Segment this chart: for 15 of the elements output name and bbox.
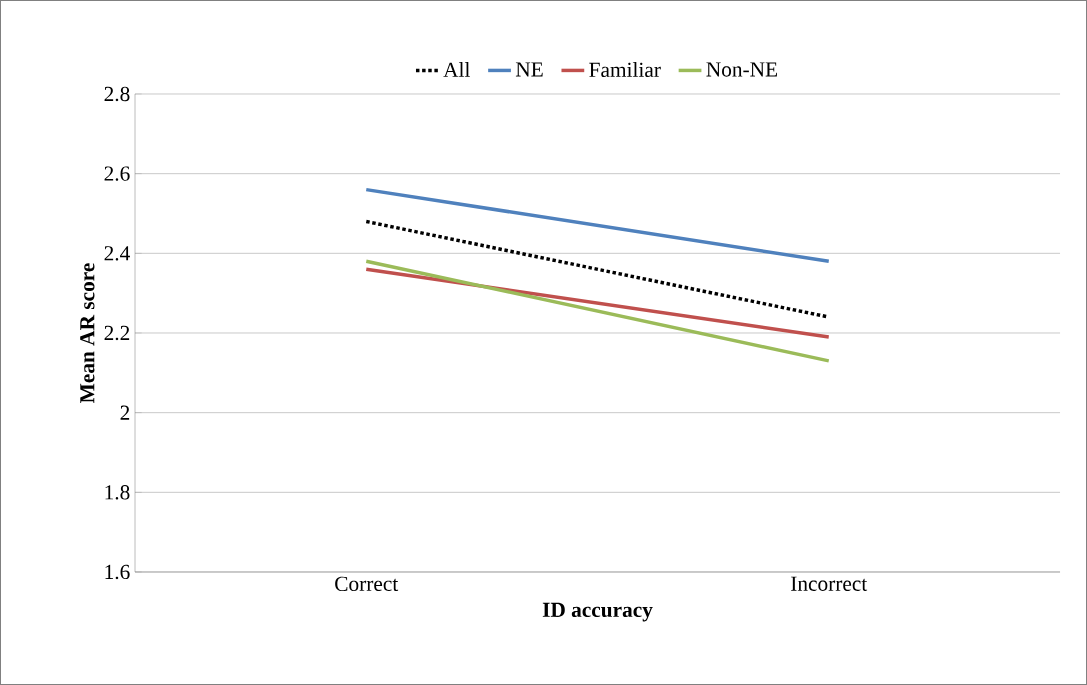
y-axis-title: Mean AR score <box>80 263 95 403</box>
x-tick-label: Incorrect <box>791 576 868 591</box>
legend-label: Non-NE <box>706 62 778 77</box>
x-tick-label: Correct <box>335 576 399 592</box>
y-tick-label: 2.8 <box>104 86 130 102</box>
legend-label: Familiar <box>589 62 661 78</box>
legend-label: All <box>443 62 470 77</box>
y-tick-label: 1.6 <box>105 564 130 580</box>
x-axis-title: ID accuracy <box>542 602 653 622</box>
y-tick-label: 2.4 <box>104 246 130 261</box>
legend-label: NE <box>515 62 543 77</box>
y-tick-label: 2 <box>120 405 130 420</box>
y-tick-label: 2.2 <box>104 325 130 341</box>
y-tick-label: 1.8 <box>105 485 130 500</box>
y-tick-label: 2.6 <box>104 166 130 181</box>
